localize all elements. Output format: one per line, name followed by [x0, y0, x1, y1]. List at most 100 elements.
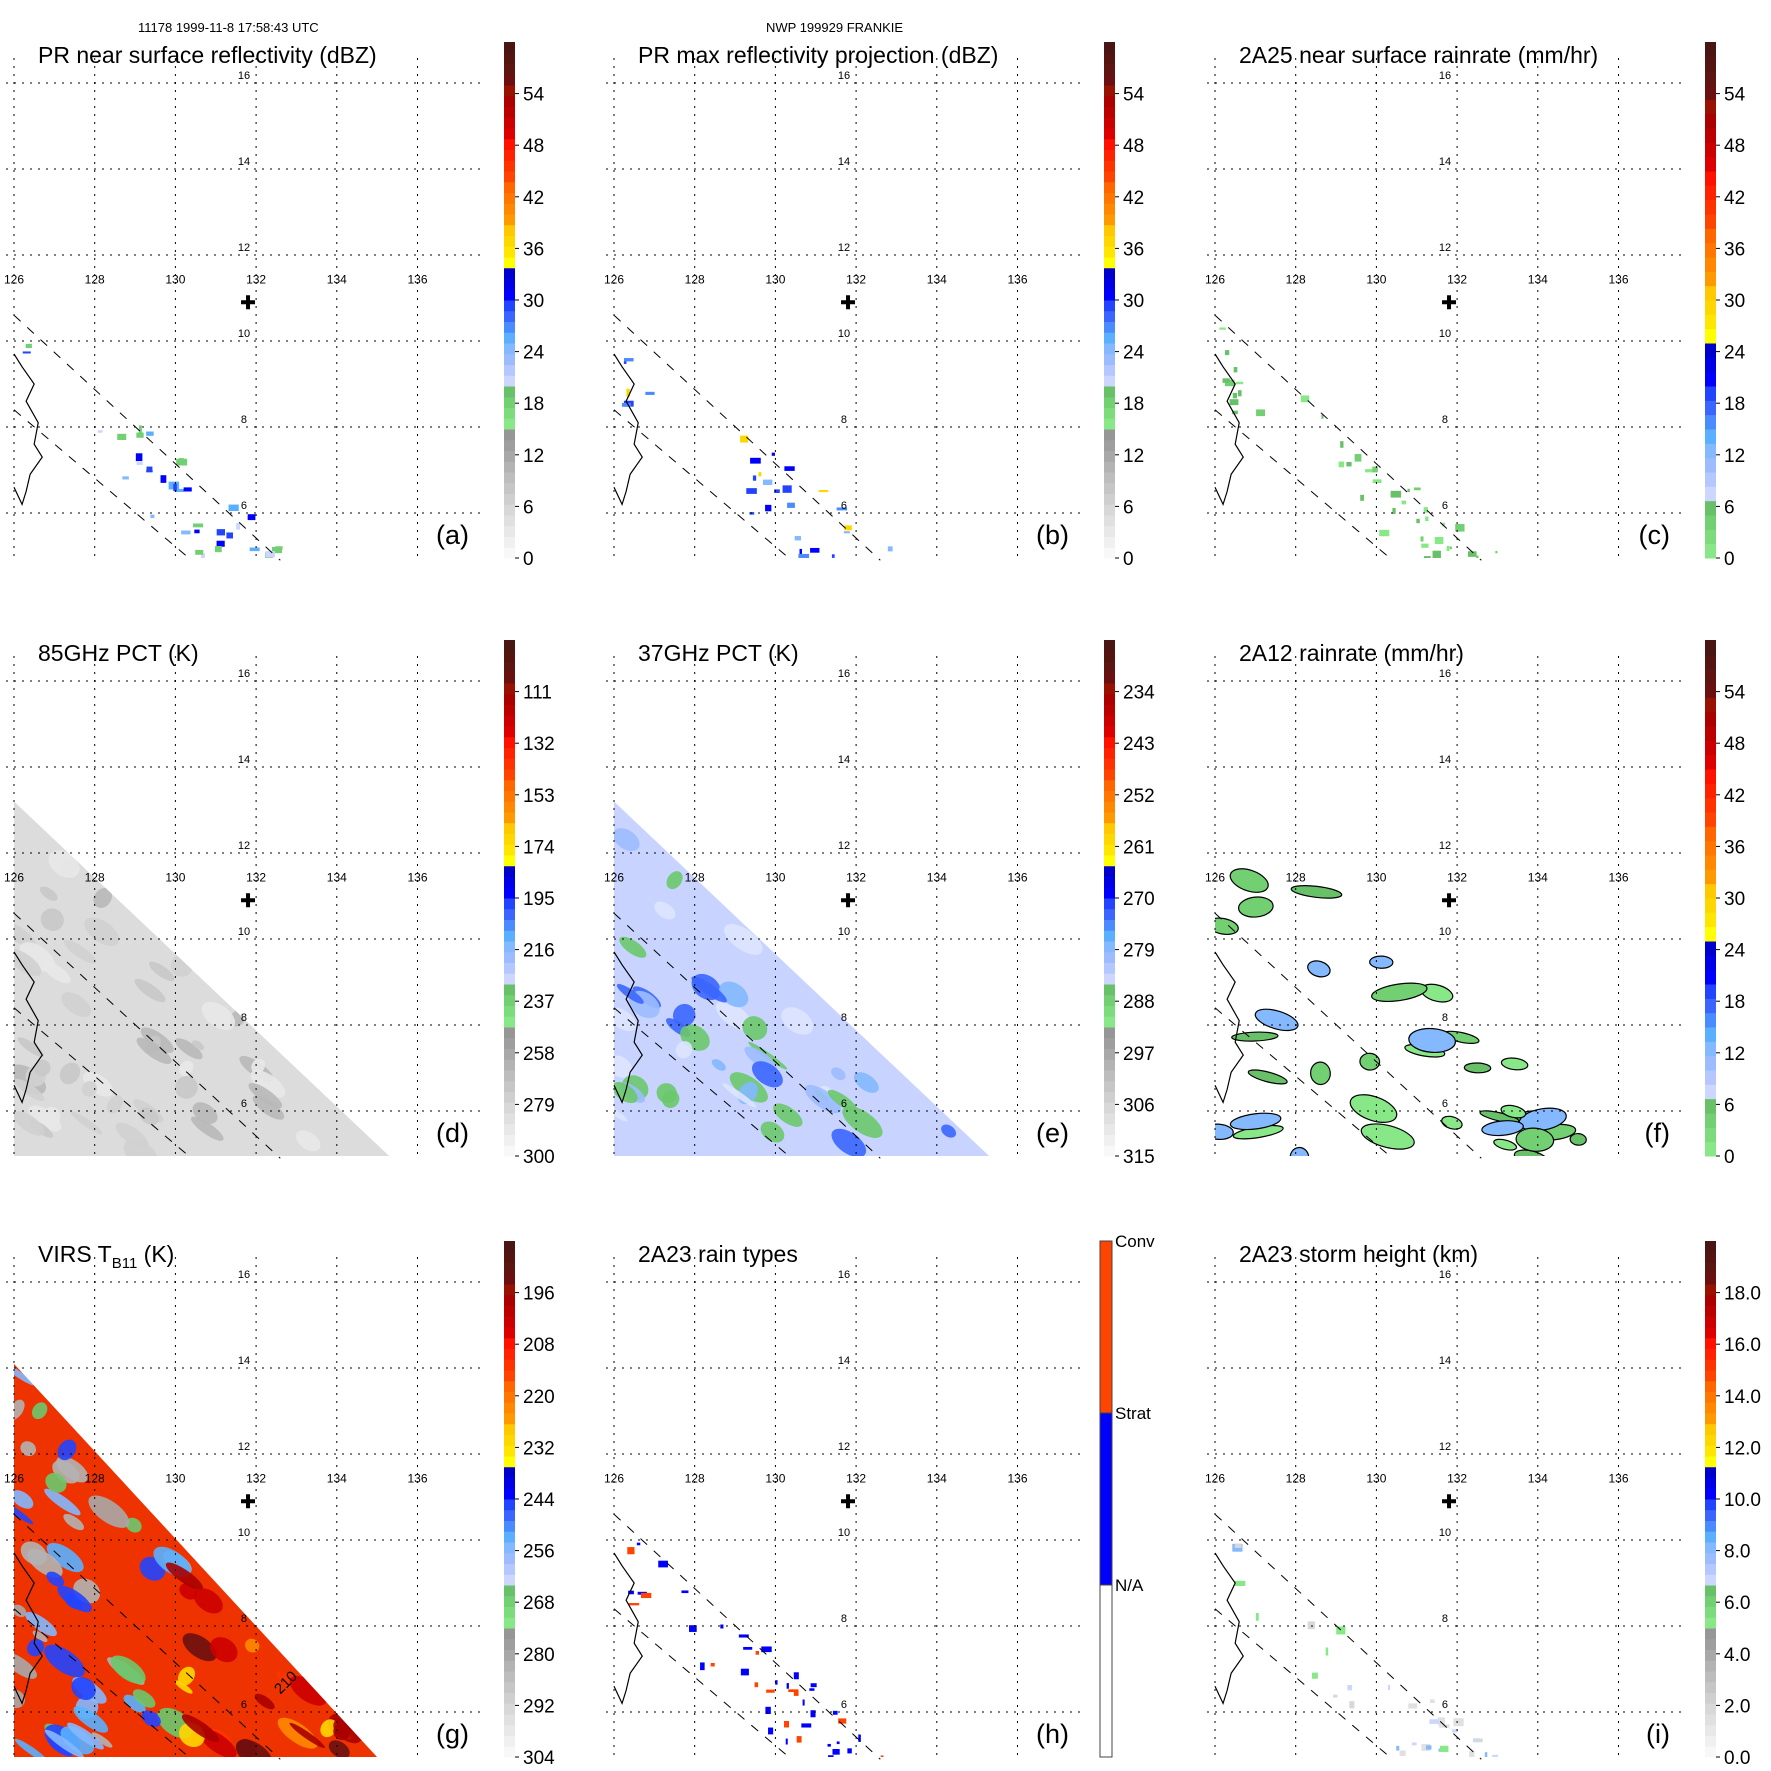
colorbar-step	[1104, 547, 1115, 559]
colorbar-step	[504, 1735, 515, 1747]
colorbar-step	[1705, 199, 1716, 215]
lat-tick-label: 16	[838, 70, 850, 82]
colorbar-step	[1705, 242, 1716, 258]
colorbar-step	[1705, 1348, 1716, 1360]
storm-center-cross-icon	[841, 1494, 856, 1509]
colorbar-step	[1104, 661, 1115, 673]
lon-tick-label: 130	[165, 272, 185, 286]
data-patch	[175, 1075, 198, 1099]
colorbar-step	[1705, 926, 1716, 942]
colorbar-step	[1705, 271, 1716, 287]
echo-pixel	[784, 1720, 790, 1728]
echo-pixel	[1429, 1719, 1440, 1724]
colorbar-step	[504, 994, 515, 1006]
colorbar-tick-label: 36	[1724, 837, 1745, 858]
lon-tick-label: 126	[1205, 272, 1225, 286]
colorbar-step	[504, 898, 515, 910]
colorbar-step	[504, 769, 515, 781]
echo-pixel	[1439, 1745, 1449, 1752]
colorbar-tick-label: 12	[1123, 446, 1144, 467]
colorbar-step	[504, 1380, 515, 1392]
echo-pixel	[216, 540, 225, 547]
echo-pixel	[1229, 399, 1239, 406]
colorbar-step	[504, 715, 515, 727]
colorbar-step	[1104, 962, 1115, 974]
colorbar-segment-conv	[1099, 1240, 1113, 1414]
lon-tick-label: 132	[246, 870, 266, 884]
colorbar-tick-label: 261	[1123, 837, 1155, 858]
data-patch	[328, 1740, 350, 1757]
lat-tick-label: 8	[241, 414, 247, 426]
colorbar-step	[504, 1466, 515, 1478]
colorbar-step	[1705, 941, 1716, 956]
colorbar: 111 132 153 174 195 216 237 258 279 300	[504, 640, 555, 1168]
echo-pixel	[1432, 550, 1441, 558]
colorbar-tick-label: 288	[1123, 992, 1155, 1013]
echo-pixel	[150, 514, 155, 519]
colorbar-step	[504, 1660, 515, 1672]
echo-pixel	[215, 559, 219, 562]
colorbar-step	[1104, 704, 1115, 716]
lat-tick-label: 12	[1439, 1441, 1451, 1453]
colorbar-step	[504, 672, 515, 684]
colorbar-step	[504, 1294, 515, 1306]
colorbar-step	[1705, 185, 1716, 201]
colorbar-step	[1104, 482, 1115, 494]
echo-pixel	[1232, 392, 1238, 399]
lat-tick-label: 12	[838, 840, 850, 852]
data-patch	[711, 1059, 726, 1071]
colorbar: Conv Strat N/A	[1099, 1232, 1155, 1758]
colorbar-step	[504, 1316, 515, 1328]
echo-pixel	[761, 1646, 772, 1653]
colorbar-step	[1705, 1617, 1716, 1629]
colorbar-tick-label: 243	[1123, 734, 1155, 755]
colorbar-tick-label: 304	[523, 1748, 555, 1769]
echo-pixel	[827, 1743, 831, 1747]
data-patch	[235, 1739, 273, 1757]
colorbar-step	[1104, 1145, 1115, 1157]
lat-tick-label: 16	[238, 1269, 250, 1281]
data-patch	[289, 1675, 327, 1706]
colorbar-tick-label: 54	[1724, 683, 1746, 704]
data-patch	[31, 1402, 48, 1420]
colorbar-step	[1104, 138, 1115, 150]
echo-pixel	[768, 1727, 774, 1735]
rain-cell	[1408, 1027, 1457, 1053]
echo-pixel	[1446, 545, 1450, 552]
data-patch	[136, 1037, 172, 1064]
colorbar-step	[1104, 343, 1115, 355]
colorbar-step	[504, 42, 515, 54]
colorbar-tick-label: 42	[523, 188, 544, 209]
data-patch	[44, 1488, 81, 1516]
echo-pixel	[847, 1748, 852, 1754]
lat-tick-label: 14	[1439, 754, 1451, 766]
colorbar-step	[1705, 300, 1716, 315]
pr-swath-edge-1	[13, 912, 281, 1159]
colorbar-step	[1104, 1059, 1115, 1071]
lon-tick-label: 132	[1447, 870, 1467, 884]
colorbar-tick-label: 0	[1724, 549, 1735, 570]
colorbar-step	[504, 1059, 515, 1071]
echo-pixel	[136, 432, 144, 438]
colorbar-tick-label: 315	[1123, 1147, 1155, 1168]
data-patch	[193, 1588, 223, 1614]
echo-pixel	[810, 1710, 816, 1718]
colorbar-step	[504, 951, 515, 963]
colorbar-step	[504, 962, 515, 974]
echo-pixel	[810, 1683, 817, 1688]
lat-tick-label: 16	[1439, 668, 1451, 680]
colorbar-tick-label: 174	[523, 837, 555, 858]
panel-label: (i)	[1646, 1719, 1670, 1749]
colorbar-step	[1705, 529, 1716, 545]
lat-tick-label: 16	[838, 1269, 850, 1281]
lat-tick-label: 8	[241, 1613, 247, 1625]
colorbar-tick-label: 292	[523, 1696, 555, 1717]
data-patch	[691, 976, 727, 1003]
colorbar-step	[504, 1145, 515, 1157]
colorbar-step	[1705, 1660, 1716, 1672]
colorbar-step	[1705, 1413, 1716, 1425]
echo-pixel	[136, 462, 143, 465]
